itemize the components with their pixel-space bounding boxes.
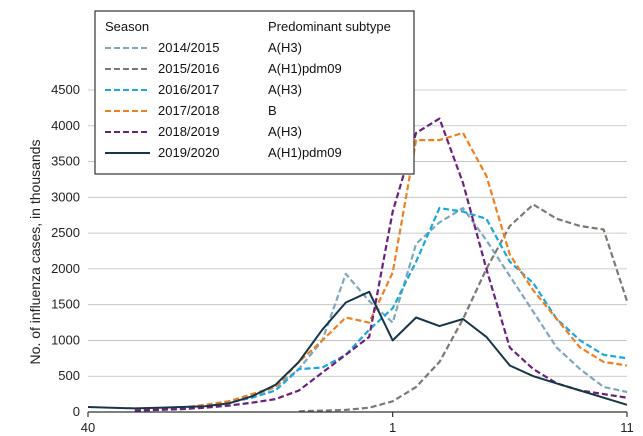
y-tick-label: 2000 bbox=[51, 261, 80, 276]
legend-subtype: A(H3) bbox=[268, 40, 302, 55]
y-tick-label: 1500 bbox=[51, 297, 80, 312]
series-lines bbox=[87, 117, 629, 413]
y-tick-label: 4000 bbox=[51, 118, 80, 133]
legend-season: 2015/2016 bbox=[158, 61, 219, 76]
y-ticks: 0 500 1000 1500 2000 2500 3000 3500 4000 4500 bbox=[51, 82, 80, 419]
y-tick-label: 2500 bbox=[51, 225, 80, 240]
legend-subtype: A(H3) bbox=[268, 82, 302, 97]
y-tick-label: 4500 bbox=[51, 82, 80, 97]
x-tick-label: 40 bbox=[81, 420, 95, 435]
x-tick-label: 11 bbox=[620, 420, 634, 435]
legend-header-season: Season bbox=[105, 19, 149, 34]
legend-subtype: A(H1)pdm09 bbox=[268, 61, 342, 76]
x-tick-label: 1 bbox=[389, 420, 396, 435]
legend-season: 2019/2020 bbox=[158, 145, 219, 160]
series-line-2017-2018 bbox=[134, 131, 628, 411]
legend-subtype: B bbox=[268, 103, 277, 118]
legend-subtype: A(H1)pdm09 bbox=[268, 145, 342, 160]
legend-box bbox=[94, 10, 415, 175]
y-tick-label: 0 bbox=[73, 404, 80, 419]
x-ticks: 40 1 11 bbox=[81, 412, 634, 435]
legend: Season Predominant subtype 2014/2015 A(H3… bbox=[94, 10, 415, 175]
series-line-2019-2020 bbox=[87, 290, 628, 410]
series-line-2014-2015 bbox=[134, 207, 628, 411]
y-tick-label: 3500 bbox=[51, 154, 80, 169]
series-line-2015-2016 bbox=[298, 203, 629, 413]
legend-subtype: A(H3) bbox=[268, 124, 302, 139]
y-tick-label: 1000 bbox=[51, 332, 80, 347]
legend-season: 2017/2018 bbox=[158, 103, 219, 118]
y-axis-title: No. of influenza cases, in thousands bbox=[27, 140, 43, 365]
series-line-2018-2019 bbox=[134, 117, 628, 412]
y-tick-label: 500 bbox=[58, 368, 80, 383]
legend-season: 2014/2015 bbox=[158, 40, 219, 55]
legend-header-subtype: Predominant subtype bbox=[268, 19, 391, 34]
legend-season: 2016/2017 bbox=[158, 82, 219, 97]
legend-season: 2018/2019 bbox=[158, 124, 219, 139]
y-tick-label: 3000 bbox=[51, 189, 80, 204]
